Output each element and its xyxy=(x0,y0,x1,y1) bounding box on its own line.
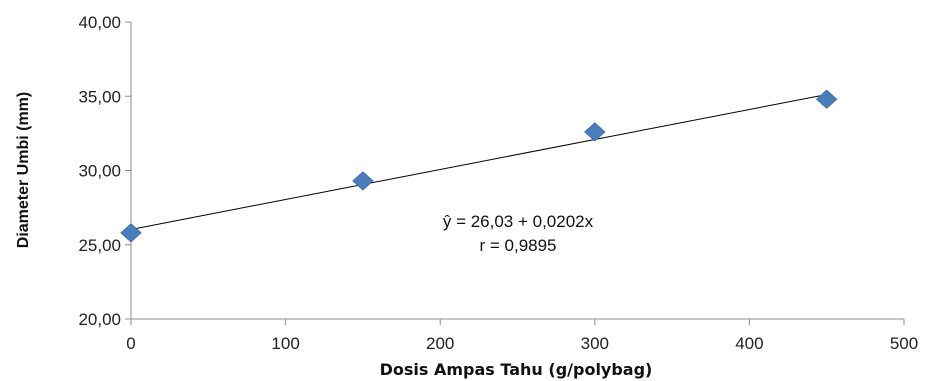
x-tick-label: 0 xyxy=(126,334,135,353)
regression-equation: ŷ = 26,03 + 0,0202x xyxy=(443,212,594,231)
x-tick-label: 300 xyxy=(581,334,609,353)
chart-axes xyxy=(125,21,905,325)
data-point xyxy=(815,89,838,109)
x-tick-label: 200 xyxy=(426,334,454,353)
y-tick-label: 30,00 xyxy=(78,162,121,181)
y-tick-label: 35,00 xyxy=(78,87,121,106)
x-tick-label: 100 xyxy=(271,334,299,353)
data-points xyxy=(120,89,838,243)
y-tick-label: 25,00 xyxy=(78,236,121,255)
data-point xyxy=(120,223,142,243)
trendline-segment xyxy=(130,93,827,230)
y-axis-title: Diameter Umbi (mm) xyxy=(15,92,32,248)
data-point xyxy=(584,122,606,142)
y-tick-label: 40,00 xyxy=(78,13,121,32)
correlation-coefficient: r = 0,9895 xyxy=(479,236,556,255)
x-axis-title: Dosis Ampas Tahu (g/polybag) xyxy=(380,360,653,379)
y-tick-label: 20,00 xyxy=(78,310,121,329)
trendline xyxy=(130,93,827,230)
data-point xyxy=(352,171,374,191)
tick-labels: 20,00 25,00 30,00 35,00 40,00 0 100 200 300 400 50… xyxy=(78,13,918,353)
x-tick-label: 500 xyxy=(890,334,918,353)
x-tick-label: 400 xyxy=(735,334,763,353)
